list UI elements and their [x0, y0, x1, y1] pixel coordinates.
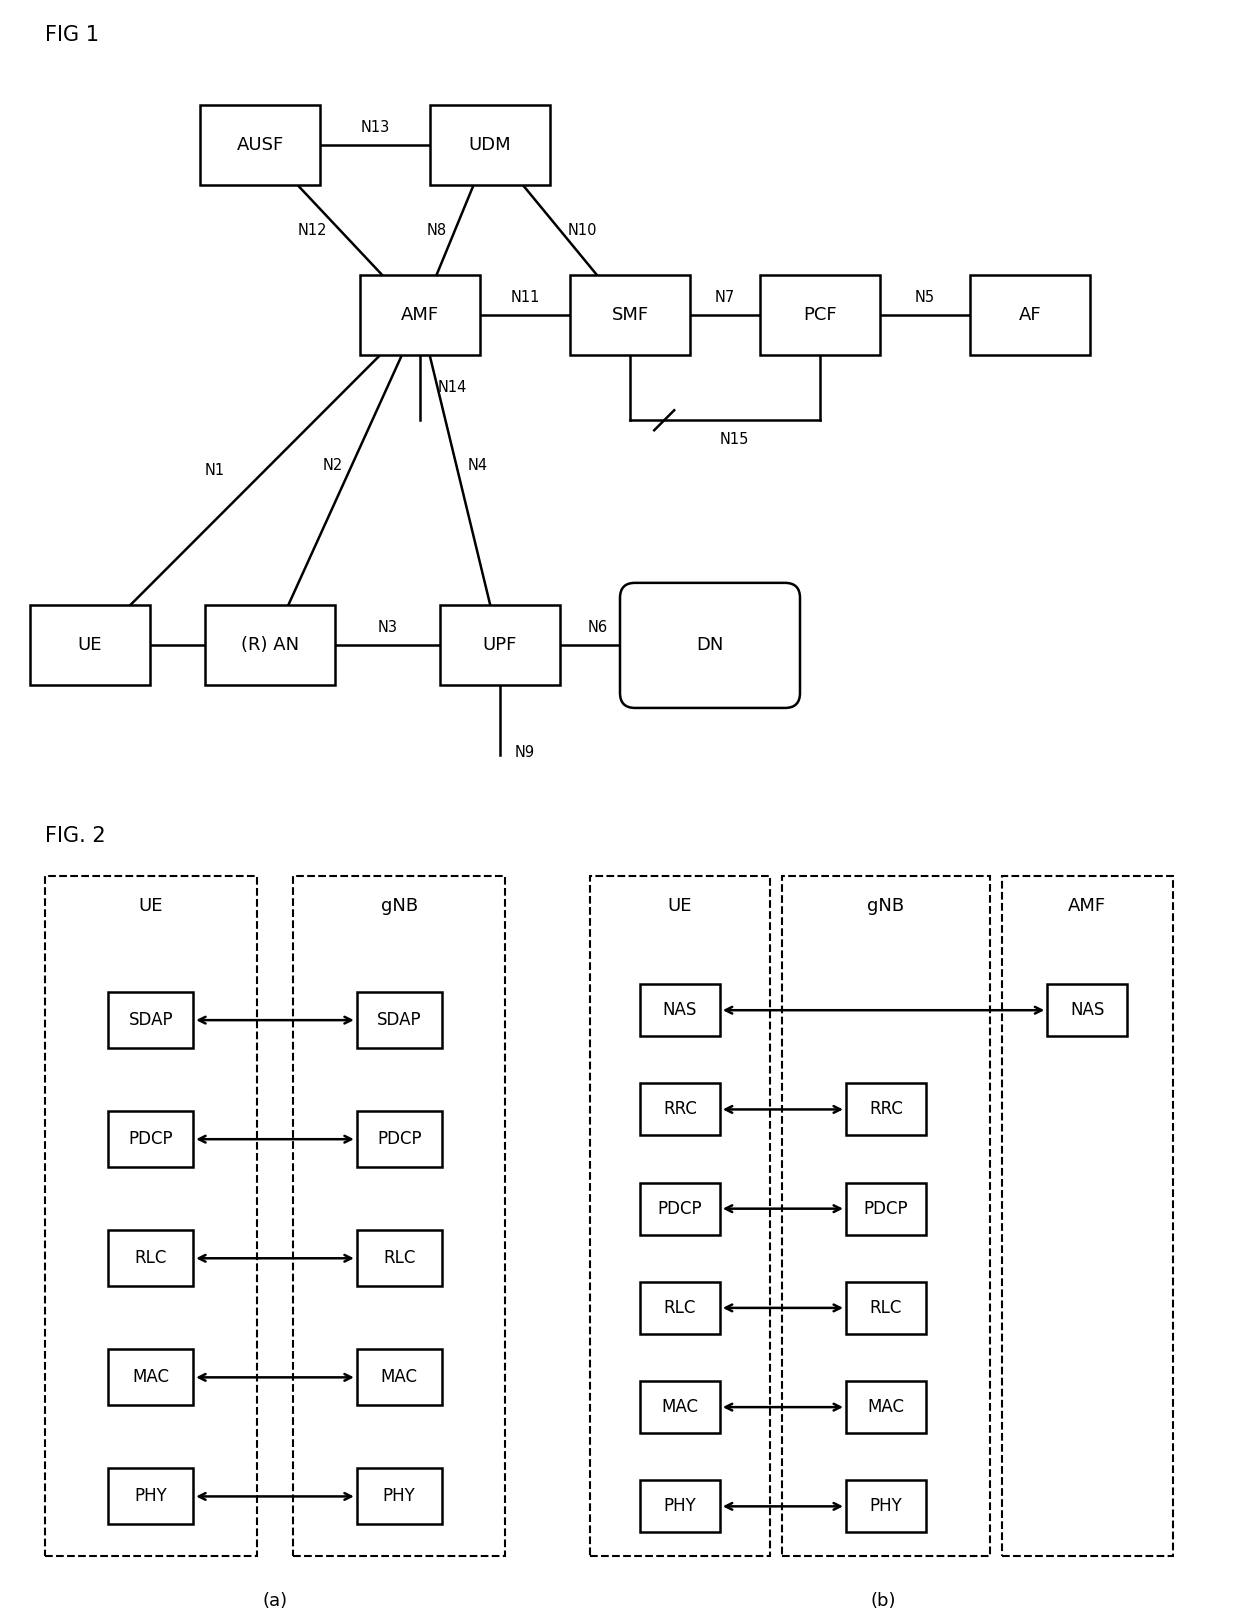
- Text: UE: UE: [78, 636, 102, 654]
- Bar: [1047, 984, 1127, 1036]
- Text: (a): (a): [263, 1592, 288, 1609]
- Bar: [590, 875, 770, 1556]
- Text: N11: N11: [511, 290, 539, 304]
- Bar: [294, 875, 505, 1556]
- Text: MAC: MAC: [867, 1398, 904, 1416]
- Bar: [357, 1231, 441, 1286]
- Text: PHY: PHY: [663, 1497, 697, 1516]
- Text: SMF: SMF: [611, 306, 649, 324]
- Text: UE: UE: [667, 897, 692, 915]
- Bar: [30, 606, 150, 685]
- Text: N14: N14: [438, 380, 467, 395]
- Text: N7: N7: [715, 290, 735, 304]
- Text: AMF: AMF: [1068, 897, 1106, 915]
- Text: PDCP: PDCP: [863, 1200, 908, 1218]
- Text: N6: N6: [588, 620, 608, 635]
- Text: gNB: gNB: [867, 897, 904, 915]
- Text: N2: N2: [322, 458, 343, 472]
- Bar: [108, 1468, 193, 1524]
- Text: N4: N4: [467, 458, 489, 472]
- Text: UE: UE: [139, 897, 162, 915]
- Text: UPF: UPF: [482, 636, 517, 654]
- Bar: [846, 1282, 926, 1334]
- Bar: [1002, 875, 1173, 1556]
- Text: N1: N1: [205, 462, 226, 478]
- Text: NAS: NAS: [663, 1000, 697, 1020]
- Text: FIG 1: FIG 1: [45, 26, 99, 45]
- Bar: [360, 275, 480, 354]
- Bar: [760, 275, 880, 354]
- Bar: [357, 992, 441, 1049]
- Bar: [640, 984, 720, 1036]
- Text: N15: N15: [719, 432, 749, 448]
- Bar: [108, 1231, 193, 1286]
- Bar: [108, 992, 193, 1049]
- Text: RLC: RLC: [135, 1249, 167, 1268]
- Text: N3: N3: [377, 620, 398, 635]
- Bar: [846, 1084, 926, 1136]
- Text: NAS: NAS: [1070, 1000, 1105, 1020]
- Text: N8: N8: [427, 222, 448, 238]
- Bar: [640, 1282, 720, 1334]
- Text: SDAP: SDAP: [377, 1012, 422, 1029]
- Text: SDAP: SDAP: [129, 1012, 174, 1029]
- Text: AUSF: AUSF: [237, 135, 284, 155]
- Text: DN: DN: [697, 636, 724, 654]
- Text: RLC: RLC: [869, 1298, 901, 1316]
- Text: PDCP: PDCP: [129, 1131, 174, 1149]
- Bar: [108, 1350, 193, 1405]
- Text: N9: N9: [515, 746, 536, 760]
- Bar: [430, 105, 551, 185]
- Text: PHY: PHY: [383, 1487, 415, 1505]
- Bar: [45, 875, 257, 1556]
- Text: N12: N12: [298, 222, 327, 238]
- Text: RRC: RRC: [663, 1100, 697, 1118]
- Text: PHY: PHY: [869, 1497, 903, 1516]
- Bar: [640, 1481, 720, 1532]
- Bar: [846, 1182, 926, 1234]
- Text: gNB: gNB: [381, 897, 418, 915]
- Text: N13: N13: [361, 119, 389, 135]
- Text: PDCP: PDCP: [657, 1200, 702, 1218]
- Text: MAC: MAC: [661, 1398, 698, 1416]
- Bar: [970, 275, 1090, 354]
- Bar: [846, 1481, 926, 1532]
- Text: N5: N5: [915, 290, 935, 304]
- FancyBboxPatch shape: [620, 583, 800, 707]
- Text: AMF: AMF: [401, 306, 439, 324]
- Text: (b): (b): [870, 1592, 897, 1609]
- Bar: [440, 606, 560, 685]
- Bar: [357, 1112, 441, 1168]
- Bar: [205, 606, 335, 685]
- Text: UDM: UDM: [469, 135, 511, 155]
- Bar: [357, 1468, 441, 1524]
- Text: PCF: PCF: [804, 306, 837, 324]
- Text: MAC: MAC: [381, 1368, 418, 1387]
- Bar: [570, 275, 689, 354]
- Text: RLC: RLC: [663, 1298, 696, 1316]
- Text: MAC: MAC: [133, 1368, 170, 1387]
- Text: PHY: PHY: [134, 1487, 167, 1505]
- Text: PDCP: PDCP: [377, 1131, 422, 1149]
- Bar: [640, 1381, 720, 1434]
- Bar: [846, 1381, 926, 1434]
- Bar: [357, 1350, 441, 1405]
- Text: AF: AF: [1019, 306, 1042, 324]
- Bar: [782, 875, 990, 1556]
- Bar: [640, 1182, 720, 1234]
- Text: RLC: RLC: [383, 1249, 415, 1268]
- Bar: [640, 1084, 720, 1136]
- Text: RRC: RRC: [869, 1100, 903, 1118]
- Text: N10: N10: [567, 222, 596, 238]
- Bar: [200, 105, 320, 185]
- Text: (R) AN: (R) AN: [241, 636, 299, 654]
- Text: FIG. 2: FIG. 2: [45, 825, 105, 846]
- Bar: [108, 1112, 193, 1168]
